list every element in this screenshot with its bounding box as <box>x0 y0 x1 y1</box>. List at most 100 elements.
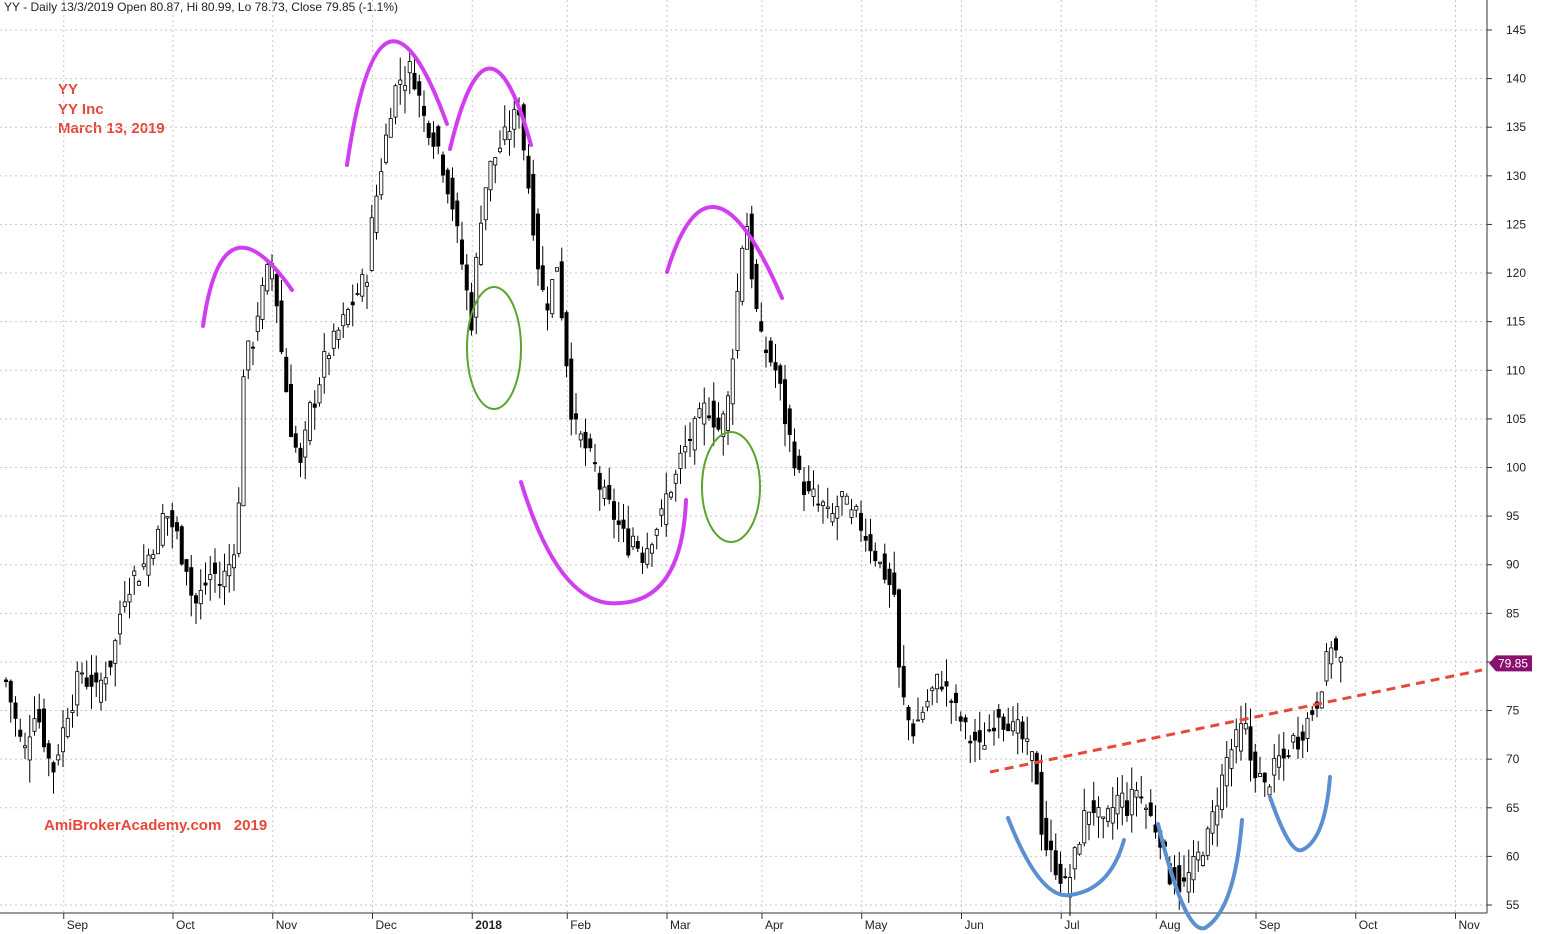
candle-body <box>564 312 569 367</box>
candle-body <box>1139 796 1144 799</box>
candle-body <box>1205 828 1210 856</box>
candle-body <box>255 315 260 332</box>
candle-body <box>1077 843 1082 855</box>
candle-body <box>250 346 255 349</box>
candle-body <box>555 267 560 272</box>
y-tick-label: 55 <box>1506 898 1520 912</box>
candle-body <box>61 727 66 753</box>
candle-body <box>1305 717 1310 739</box>
x-tick-label: Sep <box>67 918 89 932</box>
candle-body <box>1129 788 1134 816</box>
candle-body <box>944 681 949 687</box>
candle-body <box>1220 774 1225 811</box>
candle-body <box>954 692 959 703</box>
candle-body <box>863 536 868 541</box>
x-tick-label: Sep <box>1259 918 1281 932</box>
candle-body <box>1101 816 1106 819</box>
candle-body <box>284 356 289 393</box>
candle-body <box>1296 736 1301 750</box>
candle-body <box>1001 716 1006 730</box>
x-tick-label: Jun <box>965 918 984 932</box>
candle-body <box>46 743 51 759</box>
candle-body <box>626 528 631 556</box>
candle-body <box>773 362 778 371</box>
candle-body <box>369 217 374 271</box>
candle-body <box>802 481 807 496</box>
candle-body <box>797 455 802 470</box>
candle-body <box>307 402 312 441</box>
y-tick-label: 95 <box>1506 509 1520 523</box>
candle-body <box>787 408 792 435</box>
candle-body <box>1186 872 1191 893</box>
candle-body <box>70 710 75 714</box>
candle-body <box>1248 726 1253 761</box>
candle-body <box>621 519 626 529</box>
date-label: March 13, 2019 <box>58 120 165 137</box>
candle-body <box>51 762 56 773</box>
candle-body <box>844 495 849 505</box>
candle-body <box>1106 808 1111 822</box>
chart-header: YY - Daily 13/3/2019 Open 80.87, Hi 80.9… <box>4 0 399 14</box>
candle-body <box>911 723 916 737</box>
candle-body <box>1324 651 1329 682</box>
candle-body <box>136 581 141 586</box>
candle-body <box>740 247 745 302</box>
candle-body <box>1329 647 1334 665</box>
candle-body <box>1011 721 1016 732</box>
candle-body <box>355 293 360 295</box>
candle-body <box>1272 758 1277 776</box>
candle-body <box>873 550 878 562</box>
candle-body <box>1338 656 1343 663</box>
candle-body <box>1243 723 1248 730</box>
candle-body <box>982 745 987 750</box>
candle-body <box>536 213 541 270</box>
candle-body <box>578 433 583 441</box>
y-tick-label: 110 <box>1506 363 1525 377</box>
candle-body <box>241 376 246 507</box>
y-tick-label: 115 <box>1506 315 1525 329</box>
candle-body <box>127 593 132 603</box>
candle-body <box>474 256 479 318</box>
candle-body <box>75 671 80 706</box>
candle-body <box>1030 751 1035 761</box>
candle-body <box>887 568 892 586</box>
candle-body <box>364 282 369 287</box>
candle-body <box>398 79 403 85</box>
candle-body <box>550 279 555 315</box>
cup-arc <box>519 480 688 606</box>
last-value-tag <box>1489 655 1532 672</box>
candle-body <box>1115 794 1120 815</box>
candle-body <box>878 561 883 564</box>
candle-body <box>1134 789 1139 798</box>
candle-body <box>231 554 236 569</box>
y-tick-label: 70 <box>1506 752 1520 766</box>
candle-body <box>32 718 37 732</box>
candle-body <box>407 61 412 74</box>
candle-body <box>497 147 502 153</box>
candle-body <box>160 513 165 546</box>
candle-body <box>1006 723 1011 732</box>
candle-body <box>526 155 531 189</box>
candle-body <box>103 677 108 685</box>
candle-body <box>155 528 160 555</box>
candle-body <box>1258 772 1263 777</box>
candle-body <box>645 548 650 565</box>
candle-body <box>246 340 251 371</box>
candle-body <box>702 402 707 425</box>
candle-body <box>132 570 137 576</box>
candle-body <box>326 355 331 359</box>
candle-body <box>260 285 265 320</box>
candle-body <box>4 679 9 682</box>
candle-body <box>616 520 621 525</box>
candle-body <box>118 613 123 635</box>
candle-body <box>388 118 393 138</box>
y-tick-label: 135 <box>1506 120 1526 134</box>
candle-body <box>721 413 726 437</box>
candle-body <box>716 417 721 430</box>
candle-body <box>569 358 574 420</box>
candle-body <box>1215 805 1220 826</box>
candle-body <box>293 433 298 448</box>
candle-body <box>108 660 113 668</box>
candle-body <box>778 365 783 384</box>
